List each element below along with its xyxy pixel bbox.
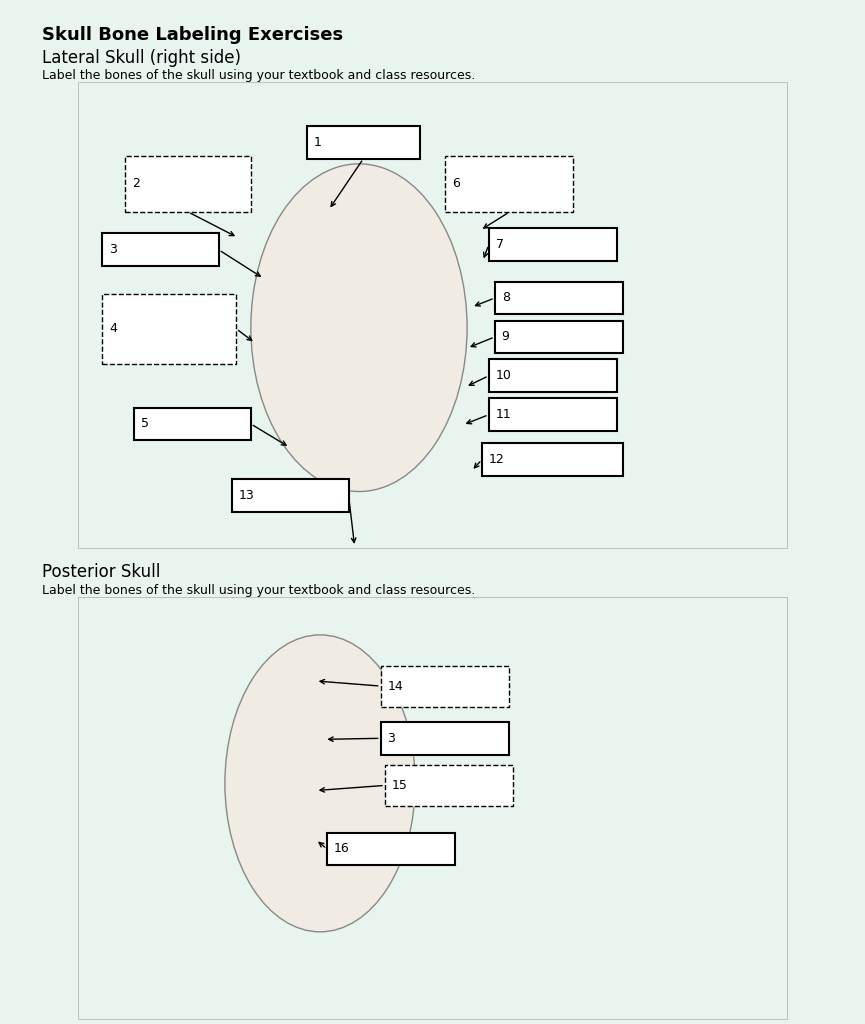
FancyBboxPatch shape — [78, 597, 787, 1019]
Text: 14: 14 — [388, 680, 403, 692]
FancyBboxPatch shape — [102, 294, 236, 364]
FancyBboxPatch shape — [489, 398, 617, 431]
Text: 5: 5 — [141, 418, 149, 430]
Text: Lateral Skull (right side): Lateral Skull (right side) — [42, 49, 240, 68]
FancyBboxPatch shape — [489, 359, 617, 392]
Text: 7: 7 — [496, 239, 503, 251]
Ellipse shape — [225, 635, 415, 932]
Text: 3: 3 — [109, 244, 117, 256]
Text: 16: 16 — [334, 843, 349, 855]
FancyBboxPatch shape — [445, 156, 573, 212]
FancyBboxPatch shape — [134, 408, 251, 440]
FancyBboxPatch shape — [78, 82, 787, 548]
FancyBboxPatch shape — [381, 666, 509, 707]
FancyBboxPatch shape — [385, 765, 513, 806]
Text: 15: 15 — [392, 779, 407, 792]
FancyBboxPatch shape — [102, 233, 219, 266]
Text: 1: 1 — [314, 136, 322, 148]
FancyBboxPatch shape — [78, 82, 787, 548]
FancyBboxPatch shape — [381, 722, 509, 755]
FancyBboxPatch shape — [482, 443, 623, 476]
Text: 12: 12 — [489, 454, 504, 466]
Text: Skull Bone Labeling Exercises: Skull Bone Labeling Exercises — [42, 26, 343, 44]
Text: 10: 10 — [496, 370, 511, 382]
Text: Posterior Skull: Posterior Skull — [42, 563, 160, 582]
Text: 9: 9 — [502, 331, 509, 343]
FancyBboxPatch shape — [495, 321, 623, 353]
Text: 4: 4 — [109, 323, 117, 335]
Text: 2: 2 — [132, 177, 140, 190]
Ellipse shape — [251, 164, 467, 492]
FancyBboxPatch shape — [495, 282, 623, 314]
FancyBboxPatch shape — [307, 126, 420, 159]
FancyBboxPatch shape — [232, 479, 349, 512]
Text: Label the bones of the skull using your textbook and class resources.: Label the bones of the skull using your … — [42, 584, 475, 597]
FancyBboxPatch shape — [489, 228, 617, 261]
FancyBboxPatch shape — [327, 833, 455, 865]
Text: 13: 13 — [239, 489, 254, 502]
Text: 6: 6 — [452, 177, 460, 190]
Text: 3: 3 — [388, 732, 395, 744]
Text: Label the bones of the skull using your textbook and class resources.: Label the bones of the skull using your … — [42, 69, 475, 82]
FancyBboxPatch shape — [125, 156, 251, 212]
Text: 11: 11 — [496, 409, 511, 421]
Text: 8: 8 — [502, 292, 509, 304]
